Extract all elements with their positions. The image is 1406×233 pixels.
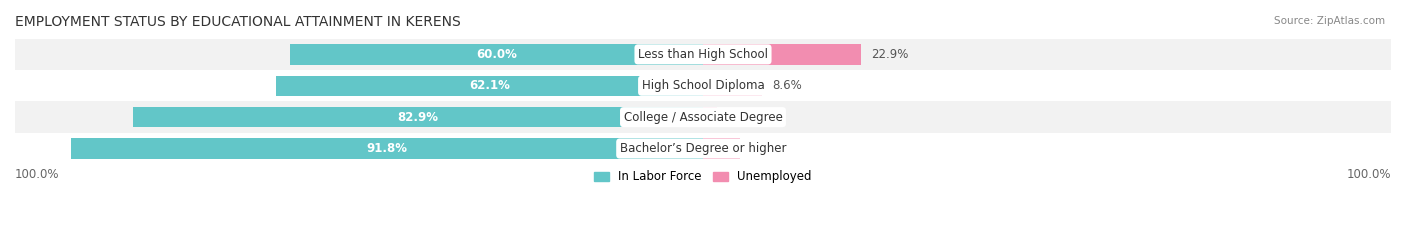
Bar xyxy=(276,75,703,96)
Text: 8.6%: 8.6% xyxy=(772,79,803,92)
Text: 91.8%: 91.8% xyxy=(367,142,408,155)
Bar xyxy=(15,70,1391,101)
Bar xyxy=(290,44,703,65)
Text: 62.1%: 62.1% xyxy=(470,79,510,92)
Bar xyxy=(703,75,762,96)
Text: 100.0%: 100.0% xyxy=(1347,168,1391,181)
Text: 60.0%: 60.0% xyxy=(477,48,517,61)
Bar xyxy=(15,101,1391,133)
Text: 100.0%: 100.0% xyxy=(15,168,59,181)
Bar xyxy=(72,138,703,159)
Bar xyxy=(15,133,1391,164)
Bar xyxy=(132,107,703,127)
Bar xyxy=(703,138,740,159)
Text: College / Associate Degree: College / Associate Degree xyxy=(624,111,782,124)
Bar xyxy=(15,39,1391,70)
Legend: In Labor Force, Unemployed: In Labor Force, Unemployed xyxy=(589,166,817,188)
Text: Less than High School: Less than High School xyxy=(638,48,768,61)
Bar xyxy=(703,107,717,127)
Text: 82.9%: 82.9% xyxy=(398,111,439,124)
Text: 5.4%: 5.4% xyxy=(751,142,780,155)
Text: Bachelor’s Degree or higher: Bachelor’s Degree or higher xyxy=(620,142,786,155)
Text: EMPLOYMENT STATUS BY EDUCATIONAL ATTAINMENT IN KERENS: EMPLOYMENT STATUS BY EDUCATIONAL ATTAINM… xyxy=(15,15,461,29)
Text: 2.0%: 2.0% xyxy=(727,111,756,124)
Bar xyxy=(703,44,860,65)
Text: Source: ZipAtlas.com: Source: ZipAtlas.com xyxy=(1274,16,1385,26)
Text: High School Diploma: High School Diploma xyxy=(641,79,765,92)
Text: 22.9%: 22.9% xyxy=(870,48,908,61)
